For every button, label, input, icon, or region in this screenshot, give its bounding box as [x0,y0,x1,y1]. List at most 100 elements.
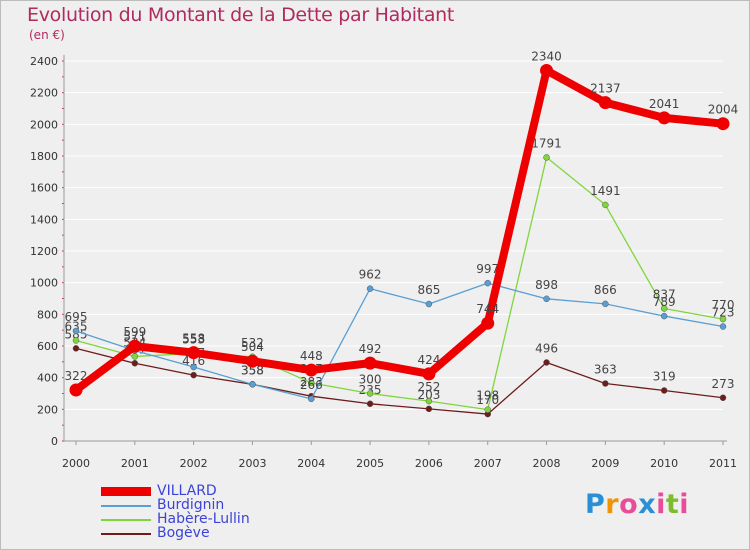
data-label: 1791 [531,136,562,150]
data-label: 198 [476,389,499,403]
legend-swatch [101,533,151,535]
data-label: 492 [359,342,382,356]
data-point [366,390,374,397]
data-label: 235 [359,383,382,397]
legend-label: Burdignin [157,497,225,513]
data-label: 2004 [708,103,739,117]
y-tick-label: 1200 [30,245,58,258]
y-tick-label: 1600 [30,182,58,195]
data-label: 496 [535,341,558,355]
data-label: 865 [417,283,440,297]
data-label: 962 [359,268,382,282]
data-point [304,363,318,377]
data-label: 532 [241,336,264,350]
series-line [75,282,724,400]
logo-letter: o [619,489,639,520]
y-tick-label: 1000 [30,277,58,290]
logo-letter: P [585,489,606,520]
y-tick-label: 200 [37,403,58,416]
data-label: 898 [535,278,558,292]
data-label: 2041 [649,97,680,111]
legend-label: VILLARD [157,483,217,499]
data-label: 2137 [590,82,621,96]
data-label: 599 [123,325,146,339]
data-point [543,359,550,366]
x-tick-label: 2009 [591,457,619,470]
y-tick-label: 0 [51,435,58,448]
data-label: 300 [359,373,382,387]
data-point [308,395,315,403]
data-label: 558 [182,332,205,346]
data-point [363,356,377,370]
data-label: 553 [182,332,205,346]
y-tick-label: 2400 [30,55,58,68]
data-label: 322 [65,369,88,383]
data-point [543,154,550,161]
data-label: 744 [476,302,499,316]
x-tick-label: 2002 [180,457,208,470]
data-label: 319 [653,369,676,383]
x-tick-label: 2010 [650,457,678,470]
data-point [543,295,550,303]
data-point [425,405,433,413]
y-tick-label: 600 [37,340,58,353]
data-point [540,64,554,77]
data-point [660,305,668,312]
data-point [131,360,139,367]
data-point [484,406,491,413]
x-tick-label: 2007 [474,457,502,470]
data-label: 363 [594,363,617,377]
data-label: 723 [712,306,735,320]
y-tick-label: 2000 [30,118,58,131]
data-label: 170 [476,393,499,407]
data-point [308,379,315,387]
x-tick-label: 2008 [533,457,561,470]
data-point [131,353,139,360]
data-label: 2340 [531,50,562,64]
logo-letter: t [665,489,680,520]
logo-letter: x [638,489,657,520]
data-label: 416 [182,354,205,368]
data-point [602,201,609,209]
data-point [245,354,259,368]
data-label: 203 [417,388,440,402]
data-label: 273 [712,377,735,391]
data-point [366,285,374,292]
logo-letter: i [656,489,666,520]
chart-subtitle: (en €) [29,28,65,42]
data-label: 866 [594,283,617,297]
data-label: 695 [65,310,88,324]
proxiti-logo: Proxiti [585,489,689,520]
data-label: 504 [241,340,264,354]
data-point [72,327,80,335]
data-point [422,367,436,381]
data-label: 358 [241,363,264,377]
data-point [72,337,80,344]
data-point [660,312,668,320]
y-tick-label: 400 [37,372,58,385]
x-tick-label: 2006 [415,457,443,470]
x-tick-label: 2000 [62,457,90,470]
data-point [716,117,730,131]
data-label: 770 [712,298,735,312]
data-label: 1491 [590,184,621,198]
data-point [484,279,491,287]
data-point [660,387,668,394]
data-point [69,383,83,397]
data-label: 448 [300,349,323,363]
data-label: 266 [300,378,323,392]
data-point [602,380,609,387]
data-label: 789 [653,295,676,309]
data-point [187,346,201,360]
data-point [657,111,671,125]
legend-label: Habère-Lullin [157,511,250,527]
legend-label: Bogève [157,525,210,541]
data-label: 424 [417,353,440,367]
data-point [481,316,495,330]
data-label: 997 [476,262,499,276]
data-label: 358 [241,363,264,377]
data-point [72,345,80,352]
data-point [425,397,433,405]
